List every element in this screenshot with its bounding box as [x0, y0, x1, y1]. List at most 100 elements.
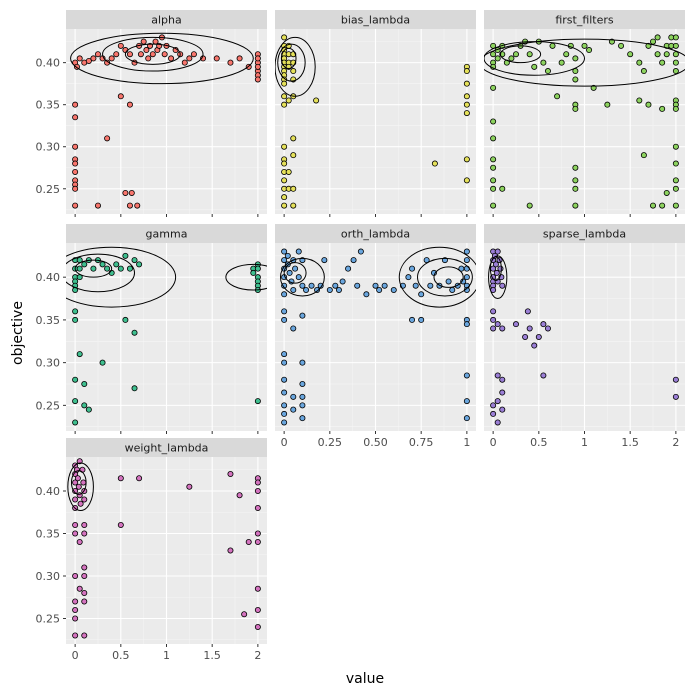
data-point: [524, 308, 531, 315]
strip-label-bias-lambda: bias_lambda: [341, 14, 410, 27]
data-point: [213, 55, 220, 62]
data-point: [645, 101, 652, 108]
data-point: [672, 105, 679, 112]
data-point: [281, 34, 288, 41]
data-point: [490, 177, 497, 184]
data-point: [490, 164, 497, 171]
y-tick-label: 0.40: [36, 57, 61, 70]
data-point: [128, 189, 135, 196]
data-point: [650, 38, 657, 45]
data-point: [284, 252, 291, 259]
data-point: [81, 380, 88, 387]
x-tick-label: 2: [672, 436, 679, 449]
data-point: [339, 278, 346, 285]
data-point: [72, 114, 79, 121]
data-point: [499, 376, 506, 383]
data-point: [168, 55, 175, 62]
data-point: [299, 312, 306, 319]
data-point: [563, 51, 570, 58]
data-point: [572, 202, 579, 209]
data-point: [227, 470, 234, 477]
data-point: [72, 168, 79, 175]
data-point: [254, 585, 261, 592]
y-tick-label: 0.40: [36, 271, 61, 284]
y-tick-label: 0.40: [36, 485, 61, 498]
data-point: [299, 393, 306, 400]
data-point: [627, 51, 634, 58]
data-point: [490, 84, 497, 91]
density-contour: [66, 253, 136, 293]
data-point: [604, 101, 611, 108]
data-point: [72, 530, 79, 537]
data-point: [490, 402, 497, 409]
data-point: [672, 177, 679, 184]
data-point: [72, 143, 79, 150]
data-point: [104, 265, 111, 272]
data-point: [290, 135, 297, 142]
density-contour: [279, 257, 325, 297]
data-point: [281, 402, 288, 409]
data-point: [490, 118, 497, 125]
panel-sparse-lambda: sparse_lambda 0 0.5 1 1.5 2: [484, 224, 685, 449]
data-point: [285, 168, 292, 175]
data-point: [290, 325, 297, 332]
data-point: [281, 202, 288, 209]
data-point: [140, 38, 147, 45]
data-point: [522, 333, 529, 340]
data-point: [463, 177, 470, 184]
data-point: [490, 156, 497, 163]
data-point: [117, 522, 124, 529]
data-point: [499, 185, 506, 192]
strip-label-alpha: alpha: [151, 14, 182, 27]
contours-sparse-lambda: [488, 255, 508, 300]
data-point: [290, 286, 297, 293]
data-point: [618, 42, 625, 49]
data-point: [427, 282, 434, 289]
data-point: [354, 282, 361, 289]
data-point: [463, 415, 470, 422]
data-point: [581, 42, 588, 49]
data-point: [463, 248, 470, 255]
data-point: [254, 539, 261, 546]
data-point: [672, 376, 679, 383]
data-point: [554, 93, 561, 100]
data-point: [499, 389, 506, 396]
y-tick-label: 0.30: [36, 141, 61, 154]
data-point: [126, 51, 133, 58]
data-point: [254, 76, 261, 83]
data-point: [281, 376, 288, 383]
data-point: [672, 143, 679, 150]
x-tick-label: 0.5: [530, 436, 548, 449]
data-point: [512, 321, 519, 328]
data-point: [77, 500, 84, 507]
data-point: [285, 97, 292, 104]
strip-alpha: [66, 10, 267, 29]
data-point: [494, 372, 501, 379]
strip-bias-lambda: [275, 10, 476, 29]
data-point: [281, 410, 288, 417]
strip-label-sparse-lambda: sparse_lambda: [543, 228, 626, 241]
density-contour: [70, 470, 87, 495]
data-point: [281, 257, 288, 264]
points-sparse-lambda: [490, 248, 679, 426]
data-point: [145, 55, 152, 62]
data-point: [81, 573, 88, 580]
data-point: [186, 55, 193, 62]
data-point: [409, 265, 416, 272]
density-contour: [67, 462, 94, 512]
data-point: [72, 607, 79, 614]
data-point: [254, 530, 261, 537]
data-point: [663, 51, 670, 58]
data-point: [281, 359, 288, 366]
data-point: [640, 68, 647, 75]
density-contour: [499, 45, 542, 64]
data-point: [281, 316, 288, 323]
data-point: [72, 615, 79, 622]
strip-weight-lambda: [66, 438, 267, 457]
data-point: [72, 185, 79, 192]
data-point: [490, 325, 497, 332]
data-point: [122, 252, 129, 259]
contours-first-filters: [484, 38, 685, 87]
strip-label-weight-lambda: weight_lambda: [125, 442, 209, 455]
data-point: [190, 51, 197, 58]
